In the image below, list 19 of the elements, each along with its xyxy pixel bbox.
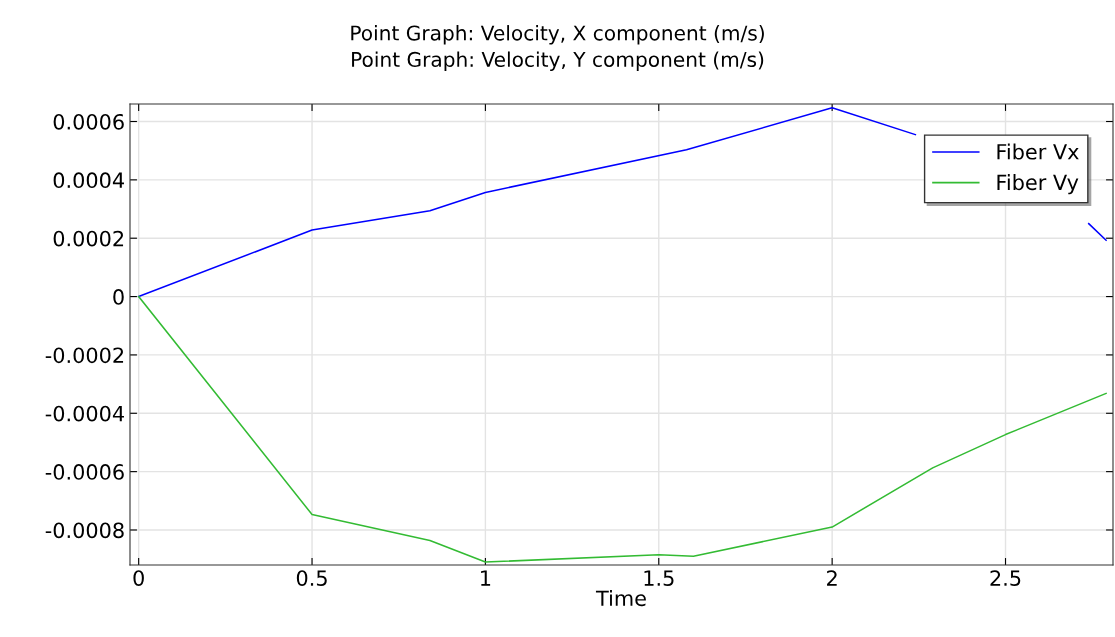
y-tick-label: 0.0002: [53, 230, 124, 247]
y-tick-label: 0.0006: [53, 113, 124, 130]
y-tick-label: -0.0008: [45, 522, 124, 539]
x-tick-label: 2: [827, 570, 837, 586]
y-tick-label: -0.0004: [45, 405, 124, 422]
y-tick-label: -0.0006: [45, 464, 124, 480]
legend-label: Fiber Vx: [997, 143, 1079, 160]
x-axis-title: Time: [595, 590, 646, 607]
y-tick-label: -0.0002: [45, 347, 124, 364]
chart-title: Point Graph: Velocity, X component (m/s) Point Graph: Velocity, Y component (m/s): [351, 25, 764, 71]
y-tick-label: 0: [113, 289, 124, 305]
line-series: [137, 295, 1107, 563]
x-tick-label: 0: [133, 570, 144, 586]
x-tick-label: 1.5: [644, 570, 674, 586]
x-tick-label: 1: [481, 570, 491, 586]
x-tick-label: 2.5: [990, 570, 1021, 586]
x-tick-label: 0.5: [296, 570, 327, 586]
legend-label: Fiber Vy: [997, 174, 1079, 195]
y-tick-label: 0.0004: [53, 172, 124, 189]
